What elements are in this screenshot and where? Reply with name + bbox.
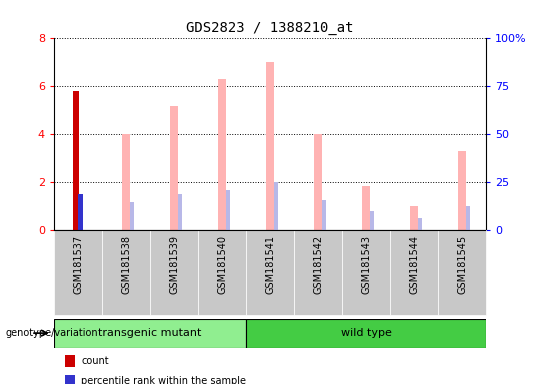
Bar [362,186,370,230]
Text: transgenic mutant: transgenic mutant [98,328,201,338]
Text: GSM181542: GSM181542 [313,235,323,294]
Bar [226,190,230,230]
Bar [122,134,130,230]
Bar [417,218,422,230]
Bar [266,62,274,230]
Text: GSM181539: GSM181539 [169,235,179,294]
Bar [102,230,150,315]
Text: genotype/variation: genotype/variation [5,328,98,338]
Text: percentile rank within the sample: percentile rank within the sample [81,376,246,384]
Bar [410,207,418,230]
Bar [170,106,178,230]
Text: GSM181537: GSM181537 [73,235,83,294]
Text: GSM181538: GSM181538 [121,235,131,294]
Text: GSM181545: GSM181545 [457,235,467,294]
Title: GDS2823 / 1388210_at: GDS2823 / 1388210_at [186,21,354,35]
Text: GSM181541: GSM181541 [265,235,275,294]
Bar [218,79,226,230]
Bar [246,230,294,315]
Bar [369,211,374,230]
Bar [294,230,342,315]
Bar [54,319,246,348]
Text: GSM181543: GSM181543 [361,235,371,294]
Text: wild type: wild type [341,328,392,338]
Bar [78,194,83,230]
Bar [458,151,467,230]
Text: GSM181540: GSM181540 [217,235,227,294]
Bar [130,202,134,230]
Bar [198,230,246,315]
Text: count: count [81,356,109,366]
Bar [54,230,102,315]
Bar [274,182,278,230]
Bar [322,200,326,230]
Bar [178,194,182,230]
Bar [314,134,322,230]
Bar [342,230,390,315]
Bar [465,207,470,230]
Bar [438,230,486,315]
Bar [246,319,486,348]
Bar [150,230,198,315]
Bar [73,91,79,230]
Text: GSM181544: GSM181544 [409,235,419,294]
Bar [390,230,438,315]
